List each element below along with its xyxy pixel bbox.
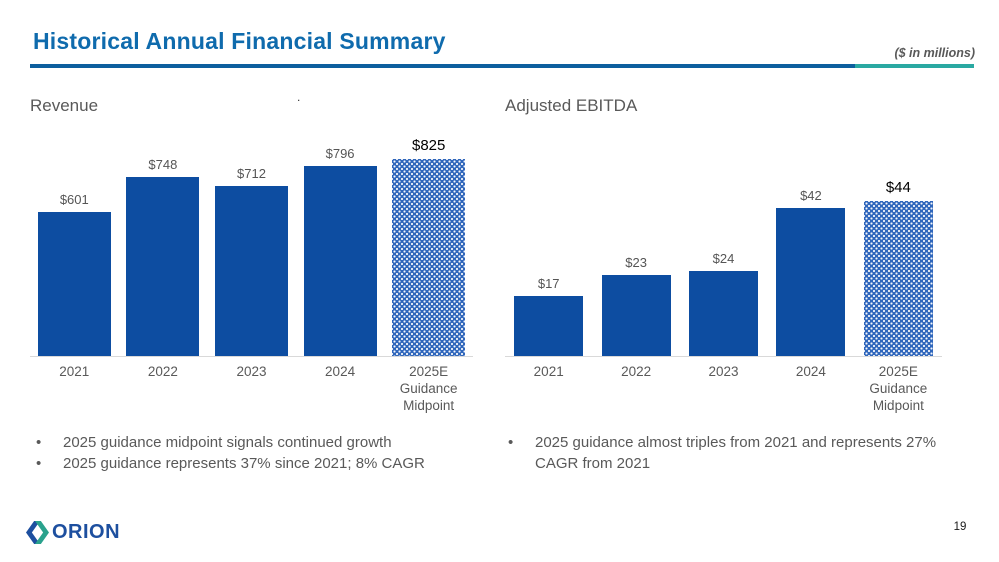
bar-value-label: $825 [411,137,446,154]
category-label: 2023 [236,364,267,379]
bar [689,271,759,356]
category-label: 2025E Guidance Midpoint [399,364,458,413]
bar-slot: $42 [767,118,854,356]
bar-hatched [863,201,933,356]
orion-logo-text: ORION [52,521,121,543]
bar [776,208,846,356]
bar-value-label: $17 [537,276,560,291]
bar-slot: $796 [296,118,385,356]
page-number: 19 [953,521,967,533]
bar [514,296,584,356]
bar-value-label: $601 [59,192,89,207]
bar-slot: $748 [119,118,208,356]
ebitda-plot-area: $17 $23 $24 $42 $44 [505,118,942,357]
ebitda-chart-title: Adjusted EBITDA [505,96,638,115]
bullet-item: 2025 guidance midpoint signals continued… [33,432,483,453]
bar [37,212,111,356]
bar-value-label: $748 [148,157,178,172]
ebitda-category-axis: 2021 2022 2023 2024 2025E Guidance Midpoint [505,364,942,415]
category-label: 2021 [533,364,564,379]
bullet-item: 2025 guidance represents 37% since 2021;… [33,453,483,474]
category-label: 2023 [708,364,739,379]
bar-slot: $24 [680,118,767,356]
bar-slot: $23 [592,118,679,356]
category-label: 2025E Guidance Midpoint [869,364,928,413]
orion-logo: ORION [26,521,120,544]
bar-slot: $712 [207,118,296,356]
bar-hatched [392,159,466,356]
bar [214,186,288,356]
bar-value-label: $796 [325,146,355,161]
bar-value-label: $44 [885,179,911,196]
slide-title: Historical Annual Financial Summary [33,28,446,54]
category-label: 2024 [795,364,826,379]
ebitda-bullet-list: 2025 guidance almost triples from 2021 a… [505,432,970,474]
title-underline-blue [30,64,855,68]
revenue-category-axis: 2021 2022 2023 2024 2025E Guidance Midpoint [30,364,473,415]
revenue-plot-area: $601 $748 $712 $796 $825 [30,118,473,357]
revenue-chart: Revenue $601 $748 $712 $796 $825 2021 2022 202… [30,96,473,415]
category-label: 2022 [147,364,178,379]
category-label: 2024 [325,364,356,379]
bar-value-label: $42 [800,188,822,203]
revenue-bullet-list: 2025 guidance midpoint signals continued… [33,432,483,474]
bar-value-label: $712 [237,166,266,181]
bar-slot: $601 [30,118,119,356]
bar-value-label: $23 [625,255,647,270]
ebitda-chart: Adjusted EBITDA $17 $23 $24 $42 $44 2021 2022… [505,96,942,415]
category-label: 2021 [59,364,90,379]
bar [601,275,671,356]
orion-diamond-icon [26,521,49,544]
bar-slot: $825 [384,118,473,356]
units-note: ($ in millions) [894,46,975,60]
bar [126,177,200,356]
bar [303,166,377,356]
stray-period: . [297,90,301,104]
title-underline-teal-accent [855,64,974,68]
bar-slot: $44 [855,118,942,356]
category-label: 2022 [621,364,652,379]
revenue-chart-title: Revenue [30,96,99,115]
bar-value-label: $24 [712,251,735,266]
bullet-item: 2025 guidance almost triples from 2021 a… [505,432,970,474]
bar-slot: $17 [505,118,592,356]
